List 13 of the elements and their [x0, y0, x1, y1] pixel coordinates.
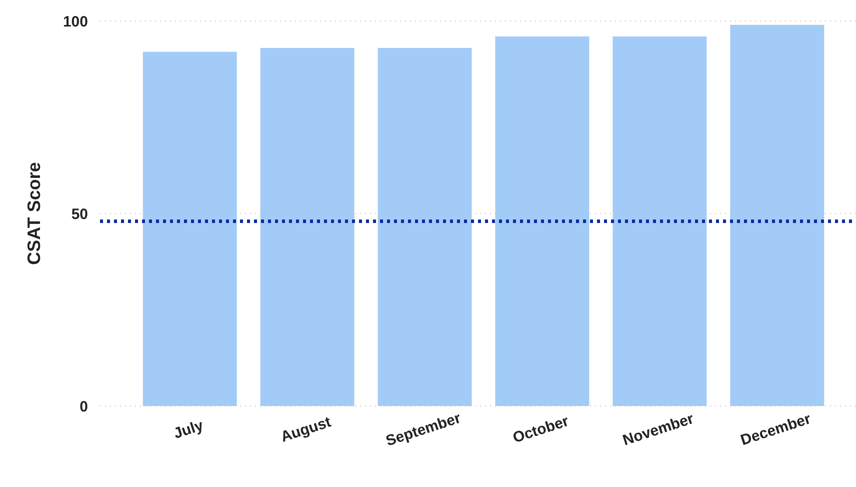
y-tick-label: 50 [71, 206, 88, 223]
bar [378, 48, 472, 406]
bar [142, 52, 237, 406]
x-tick-label: October [510, 412, 571, 447]
bar [495, 36, 590, 406]
x-tick-label: August [278, 414, 334, 446]
bar [612, 36, 707, 406]
y-axis-title: CSAT Score [24, 162, 44, 265]
y-tick-label: 0 [80, 398, 88, 416]
x-tick-label: July [172, 416, 206, 442]
bar [260, 48, 354, 406]
y-tick-label: 100 [62, 13, 88, 30]
bar [730, 24, 824, 406]
